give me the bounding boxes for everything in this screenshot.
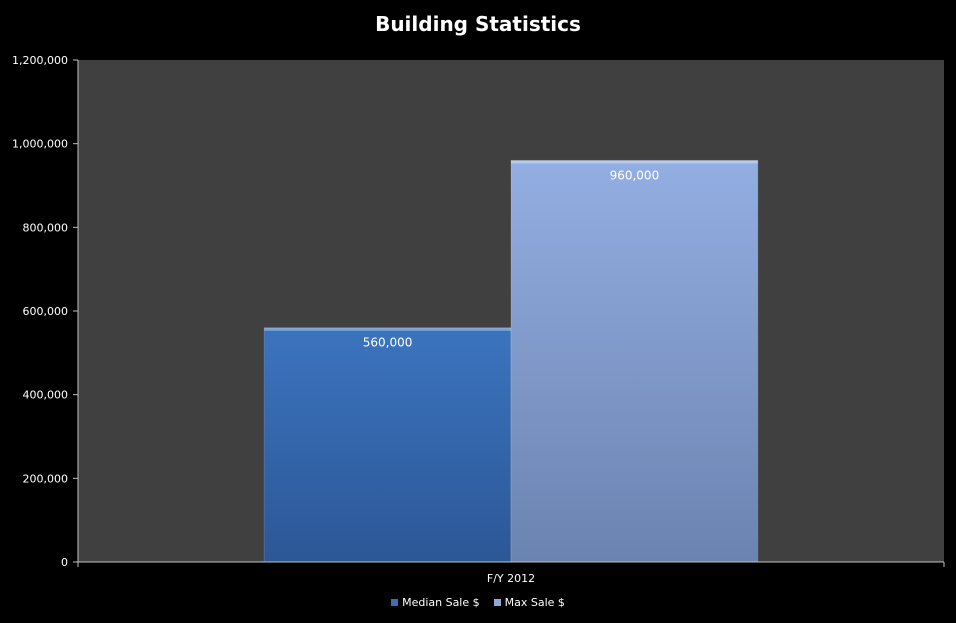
legend-label: Max Sale $ <box>504 596 565 609</box>
data-label: 960,000 <box>610 168 660 182</box>
legend-label: Median Sale $ <box>402 596 480 609</box>
y-tick-label: 0 <box>61 556 68 569</box>
y-tick-label: 1,000,000 <box>12 138 68 151</box>
y-axis: 0 200,000 400,000 600,000 800,000 1,000,000 1,… <box>12 54 79 569</box>
bars-group: 560,000 960,000 <box>263 159 759 563</box>
chart-title: Building Statistics <box>375 12 581 36</box>
bar-max-sale <box>510 159 759 563</box>
bar-median-sale <box>263 327 512 563</box>
y-tick-label: 400,000 <box>23 389 69 402</box>
x-tick-label: F/Y 2012 <box>487 572 535 585</box>
data-label: 560,000 <box>363 336 413 350</box>
legend: Median Sale $ Max Sale $ <box>0 596 956 609</box>
y-tick-label: 200,000 <box>23 472 69 485</box>
legend-item: Max Sale $ <box>493 596 565 609</box>
bar-top-highlight <box>264 327 511 331</box>
legend-swatch <box>391 599 399 606</box>
legend-item: Median Sale $ <box>391 596 480 609</box>
legend-swatch <box>493 599 501 606</box>
y-tick-label: 600,000 <box>23 305 69 318</box>
y-tick-label: 800,000 <box>23 221 69 234</box>
y-tick-label: 1,200,000 <box>12 54 68 67</box>
bar-top-highlight <box>511 160 758 164</box>
x-axis: F/Y 2012 <box>77 561 945 585</box>
